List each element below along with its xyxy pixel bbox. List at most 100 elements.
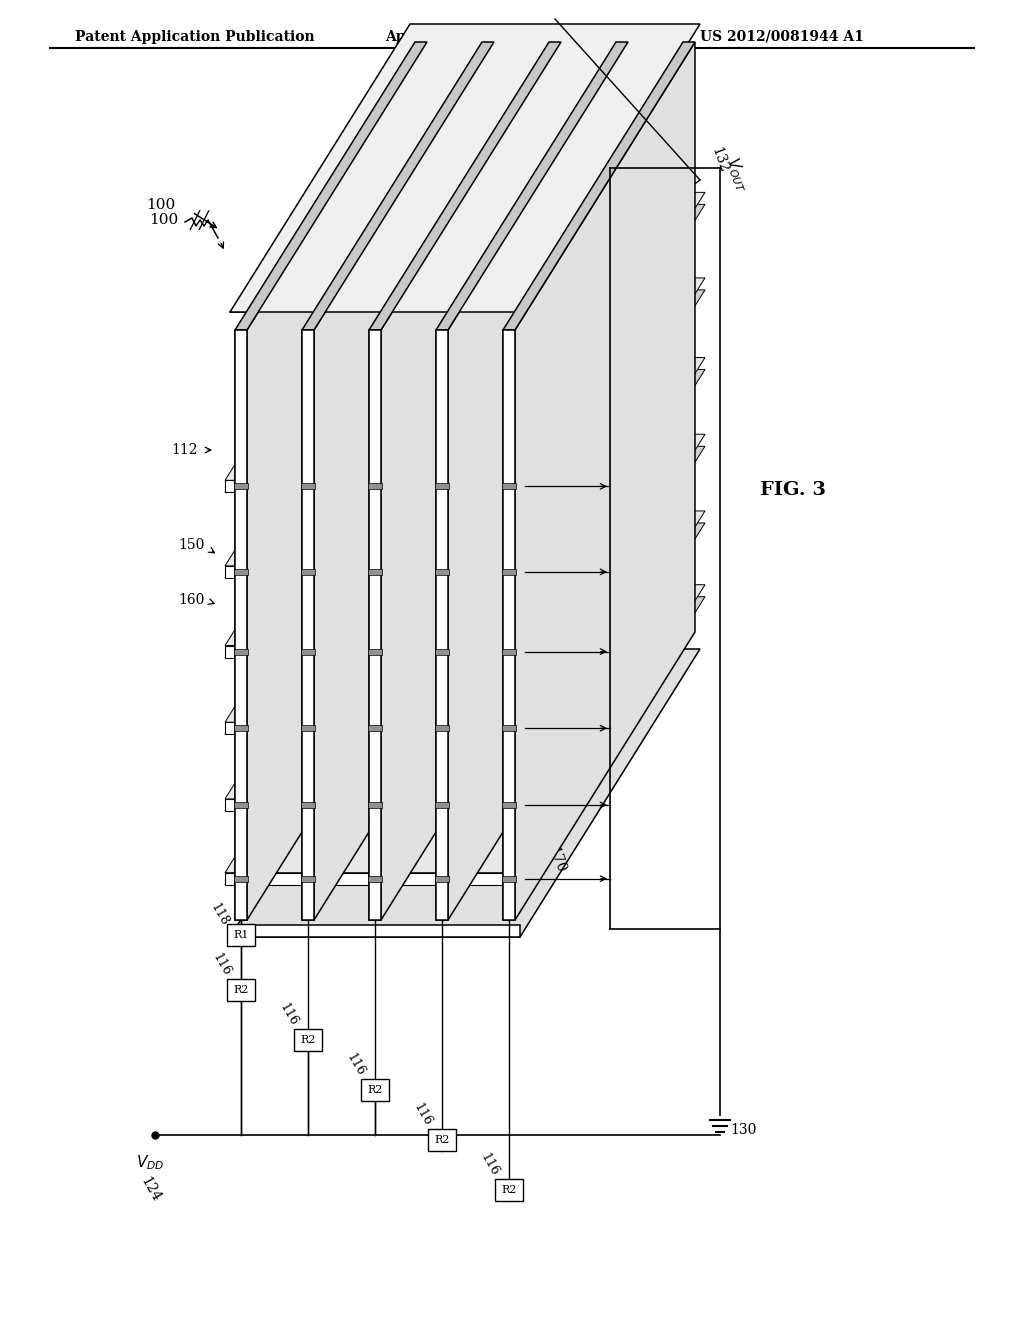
Polygon shape: [321, 387, 335, 393]
Polygon shape: [368, 725, 382, 731]
Polygon shape: [418, 425, 432, 430]
Polygon shape: [234, 875, 248, 882]
Polygon shape: [369, 330, 381, 920]
Polygon shape: [425, 754, 439, 760]
Polygon shape: [291, 754, 305, 760]
Polygon shape: [234, 330, 247, 920]
Polygon shape: [435, 875, 449, 882]
Polygon shape: [425, 601, 439, 607]
Polygon shape: [435, 803, 449, 808]
Polygon shape: [301, 648, 315, 655]
Polygon shape: [552, 425, 566, 430]
Text: 160: 160: [178, 593, 205, 607]
Polygon shape: [358, 521, 372, 527]
Polygon shape: [503, 330, 515, 920]
Polygon shape: [388, 387, 402, 393]
Polygon shape: [225, 873, 525, 884]
Text: R2: R2: [233, 985, 249, 995]
Text: 116: 116: [411, 1101, 433, 1129]
Polygon shape: [234, 483, 248, 490]
Polygon shape: [225, 597, 705, 884]
Text: 116: 116: [209, 952, 232, 978]
Polygon shape: [435, 483, 449, 490]
Polygon shape: [492, 754, 506, 760]
Polygon shape: [368, 803, 382, 808]
Polygon shape: [225, 434, 705, 722]
Polygon shape: [552, 504, 566, 511]
Polygon shape: [522, 387, 536, 393]
Polygon shape: [502, 569, 516, 576]
Polygon shape: [301, 875, 315, 882]
Polygon shape: [225, 193, 705, 480]
Text: 114: 114: [562, 436, 585, 465]
Polygon shape: [321, 630, 335, 635]
Polygon shape: [455, 473, 469, 479]
Polygon shape: [492, 601, 506, 607]
Polygon shape: [435, 569, 449, 576]
Polygon shape: [435, 648, 449, 655]
Polygon shape: [425, 677, 439, 684]
Text: Patent Application Publication: Patent Application Publication: [75, 30, 314, 44]
Polygon shape: [230, 24, 700, 312]
Text: $V_{DD}$: $V_{DD}$: [136, 1152, 164, 1172]
Text: 132: 132: [708, 145, 730, 174]
Text: 150: 150: [178, 539, 205, 552]
Polygon shape: [234, 803, 248, 808]
Polygon shape: [301, 803, 315, 808]
Polygon shape: [425, 828, 439, 834]
Polygon shape: [368, 648, 382, 655]
Polygon shape: [388, 553, 402, 558]
Polygon shape: [485, 425, 499, 430]
Polygon shape: [485, 731, 499, 738]
Polygon shape: [552, 731, 566, 738]
Polygon shape: [302, 330, 314, 920]
Text: $V_{OUT}$: $V_{OUT}$: [722, 154, 752, 195]
Polygon shape: [351, 731, 365, 738]
Polygon shape: [225, 480, 525, 492]
Polygon shape: [503, 42, 695, 330]
Polygon shape: [225, 290, 705, 578]
Polygon shape: [418, 504, 432, 511]
Bar: [428, 1129, 456, 1151]
Polygon shape: [302, 42, 494, 330]
Polygon shape: [485, 339, 499, 346]
Polygon shape: [455, 553, 469, 558]
Text: US 2012/0081944 A1: US 2012/0081944 A1: [700, 30, 864, 44]
Polygon shape: [502, 725, 516, 731]
Text: 118: 118: [208, 902, 230, 929]
Polygon shape: [321, 553, 335, 558]
Bar: [227, 924, 255, 946]
Polygon shape: [291, 521, 305, 527]
Polygon shape: [351, 657, 365, 664]
Polygon shape: [455, 706, 469, 711]
Polygon shape: [230, 925, 520, 937]
Polygon shape: [515, 42, 695, 920]
Text: 114: 114: [392, 665, 413, 694]
Polygon shape: [502, 648, 516, 655]
Text: ╱╱: ╱╱: [190, 210, 210, 230]
Polygon shape: [522, 706, 536, 711]
Polygon shape: [225, 446, 705, 734]
Polygon shape: [388, 706, 402, 711]
Text: 112: 112: [171, 444, 198, 457]
Polygon shape: [351, 581, 365, 587]
Polygon shape: [552, 657, 566, 664]
Polygon shape: [225, 645, 525, 657]
Polygon shape: [351, 425, 365, 430]
Polygon shape: [485, 657, 499, 664]
Polygon shape: [225, 279, 705, 566]
Polygon shape: [435, 725, 449, 731]
Polygon shape: [369, 42, 561, 330]
Text: 114: 114: [582, 470, 604, 500]
Polygon shape: [368, 483, 382, 490]
Text: R2: R2: [502, 1185, 517, 1195]
Polygon shape: [388, 780, 402, 785]
Polygon shape: [234, 569, 248, 576]
Polygon shape: [225, 511, 705, 799]
Bar: [361, 1078, 389, 1101]
Polygon shape: [522, 630, 536, 635]
Polygon shape: [291, 677, 305, 684]
Polygon shape: [425, 521, 439, 527]
Polygon shape: [449, 42, 628, 920]
Polygon shape: [358, 828, 372, 834]
